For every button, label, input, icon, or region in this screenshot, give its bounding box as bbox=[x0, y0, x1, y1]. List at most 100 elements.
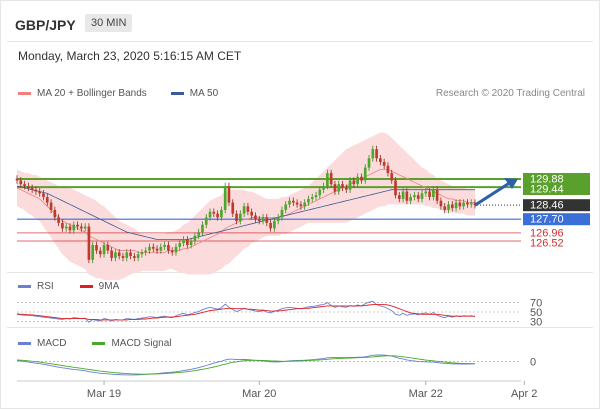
candle-body bbox=[42, 193, 45, 198]
candle-body bbox=[276, 217, 280, 222]
candle-body bbox=[53, 209, 57, 218]
candle-body bbox=[83, 226, 87, 229]
candle-body bbox=[189, 241, 193, 246]
ma50-line bbox=[16, 185, 475, 240]
candle-body bbox=[322, 186, 325, 190]
candle-body bbox=[95, 245, 98, 251]
candle-body bbox=[394, 180, 397, 196]
candle-body bbox=[242, 206, 246, 214]
projection-arrow-head bbox=[504, 177, 518, 189]
candle-body bbox=[443, 206, 447, 210]
level-label-box bbox=[523, 199, 590, 212]
candle-body bbox=[360, 176, 363, 181]
level-label-box bbox=[523, 213, 590, 226]
candle-body bbox=[155, 248, 159, 251]
candle-body bbox=[432, 189, 435, 198]
candle-body bbox=[231, 202, 235, 214]
candle-body bbox=[114, 252, 117, 258]
candle-body bbox=[280, 209, 284, 218]
candle-body bbox=[318, 189, 322, 196]
ma50-legend-label: MA 50 bbox=[189, 88, 219, 99]
candle-body bbox=[151, 246, 155, 249]
macd-series-line bbox=[16, 355, 475, 375]
candle-body bbox=[110, 250, 113, 258]
candle-body bbox=[341, 184, 344, 188]
candle-body bbox=[466, 202, 469, 205]
candle-body bbox=[72, 224, 76, 231]
candle-body bbox=[49, 202, 53, 210]
level-label: 126.52 bbox=[530, 237, 564, 249]
macd-tick-label: 0 bbox=[530, 356, 536, 368]
rsi-ma-legend-label: 9MA bbox=[98, 281, 120, 292]
level-label: 129.88 bbox=[530, 173, 564, 185]
candle-body bbox=[420, 193, 424, 199]
candle-body bbox=[216, 213, 219, 218]
candle-body bbox=[197, 232, 201, 236]
ma20-line bbox=[16, 169, 475, 253]
candle-body bbox=[204, 217, 208, 225]
rsi-tick-label: 70 bbox=[530, 298, 542, 310]
candle-body bbox=[133, 256, 136, 258]
candle-body bbox=[367, 158, 371, 168]
candle-body bbox=[329, 173, 333, 185]
candle-body bbox=[117, 252, 121, 257]
candle-body bbox=[30, 187, 34, 190]
candle-body bbox=[178, 243, 182, 247]
candle-body bbox=[80, 226, 83, 229]
candle-body bbox=[273, 221, 276, 229]
candle-body bbox=[397, 195, 401, 199]
credit-text: Research © 2020 Trading Central bbox=[435, 88, 585, 99]
projection-arrow bbox=[474, 180, 512, 207]
panel-divider bbox=[7, 327, 593, 328]
candle-body bbox=[428, 191, 431, 198]
candle-body bbox=[182, 239, 185, 244]
candle-body bbox=[454, 202, 458, 209]
candle-body bbox=[356, 176, 359, 185]
candle-body bbox=[363, 167, 367, 181]
bb-legend-swatch bbox=[18, 92, 31, 95]
candle-body bbox=[379, 158, 382, 163]
candle-body bbox=[386, 165, 390, 174]
timestamp-label: Monday, March 23, 2020 5:16:15 AM CET bbox=[18, 49, 242, 63]
candle-body bbox=[106, 245, 110, 251]
level-label-box bbox=[523, 172, 590, 185]
candle-body bbox=[450, 204, 454, 209]
candle-body bbox=[235, 213, 238, 222]
candle-body bbox=[23, 184, 26, 186]
candle-body bbox=[121, 256, 125, 258]
level-label: 129.44 bbox=[530, 183, 564, 195]
candle-body bbox=[265, 217, 269, 223]
ma50-legend-swatch bbox=[170, 92, 184, 95]
candle-body bbox=[269, 222, 272, 229]
macd-legend: MACD MACD Signal bbox=[18, 338, 171, 349]
candle-body bbox=[413, 195, 416, 198]
x-tick-label: Apr 2 bbox=[511, 388, 537, 400]
candle-body bbox=[186, 239, 189, 246]
rsi-tick-label: 30 bbox=[530, 316, 542, 328]
x-tick-label: Mar 22 bbox=[409, 388, 443, 400]
candle-body bbox=[439, 200, 443, 207]
candle-body bbox=[348, 180, 352, 190]
candle-body bbox=[405, 191, 409, 201]
bb-legend-label: MA 20 + Bollinger Bands bbox=[37, 88, 147, 99]
x-tick-label: Mar 19 bbox=[87, 388, 121, 400]
candle-body bbox=[458, 202, 462, 207]
candle-body bbox=[303, 202, 306, 207]
candle-body bbox=[61, 222, 64, 229]
instrument-title: GBP/JPY bbox=[15, 17, 76, 33]
candle-body bbox=[34, 189, 38, 192]
timeframe-button[interactable]: 30 MIN bbox=[85, 14, 133, 32]
level-label: 127.70 bbox=[530, 214, 564, 226]
candle-body bbox=[208, 211, 212, 218]
rsi-tick-label: 50 bbox=[530, 307, 542, 319]
candle-body bbox=[201, 224, 204, 233]
candle-body bbox=[144, 250, 148, 253]
candle-body bbox=[307, 198, 310, 203]
rsi-legend-swatch bbox=[18, 285, 31, 288]
panel-divider bbox=[7, 272, 593, 273]
candle-body bbox=[447, 204, 450, 210]
candle-body bbox=[299, 204, 303, 207]
candle-body bbox=[375, 149, 378, 159]
